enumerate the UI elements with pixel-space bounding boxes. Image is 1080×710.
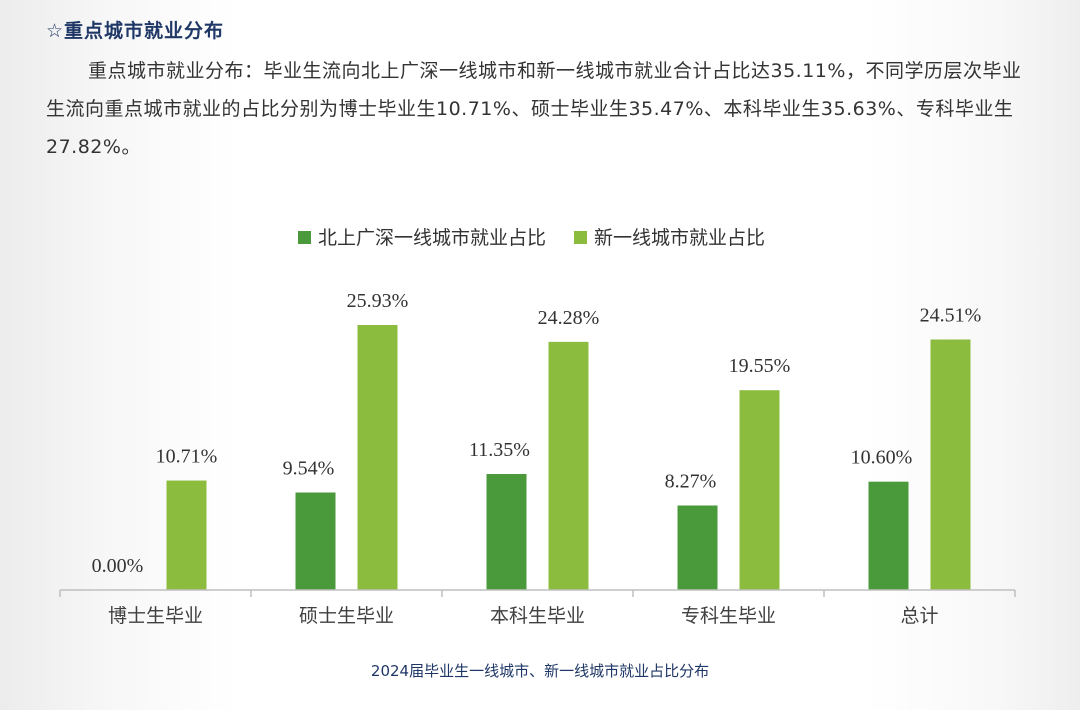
- x-axis-ticks: [59, 590, 1016, 597]
- bar-tier1-1: [295, 492, 336, 590]
- chart-caption: 2024届毕业生一线城市、新一线城市就业占比分布: [370, 662, 710, 680]
- bar-new-tier1-1: [357, 325, 398, 590]
- section-title: ☆重点城市就业分布: [46, 20, 225, 42]
- data-label: 24.51%: [920, 305, 982, 327]
- x-tick-label: 硕士生毕业: [299, 605, 394, 627]
- data-label: 19.55%: [729, 355, 791, 377]
- legend-swatch: [298, 231, 311, 244]
- x-tick-label: 专科生毕业: [681, 605, 776, 627]
- x-tick-label: 博士生毕业: [108, 605, 203, 627]
- bar-new-tier1-2: [548, 341, 589, 590]
- data-label: 25.93%: [347, 290, 409, 312]
- data-label: 9.54%: [283, 458, 335, 480]
- bar-new-tier1-4: [930, 339, 971, 590]
- legend-swatch: [574, 231, 587, 244]
- x-tick-label: 本科生毕业: [490, 605, 585, 627]
- bar-new-tier1-0: [166, 480, 207, 590]
- legend-label: 北上广深一线城市就业占比: [318, 227, 546, 249]
- x-axis-tick-labels: 博士生毕业 硕士生毕业 本科生毕业 专科生毕业 总计: [108, 605, 939, 627]
- data-label: 24.28%: [538, 307, 600, 329]
- chart-bars: [166, 325, 971, 590]
- bar-tier1-3: [677, 505, 718, 590]
- bar-tier1-4: [868, 481, 909, 590]
- x-tick-label: 总计: [900, 605, 938, 627]
- bar-tier1-2: [486, 474, 527, 590]
- chart-legend: 北上广深一线城市就业占比 新一线城市就业占比: [298, 227, 765, 249]
- chart-data-labels: 0.00% 10.71% 9.54% 25.93% 11.35% 24.28% 8.27% 1…: [92, 290, 982, 577]
- bar-new-tier1-3: [739, 390, 780, 590]
- data-label: 0.00%: [92, 555, 144, 577]
- data-label: 8.27%: [665, 470, 717, 492]
- data-label: 10.71%: [156, 446, 218, 468]
- data-label: 10.60%: [851, 447, 913, 469]
- data-label: 11.35%: [469, 439, 530, 461]
- summary-paragraph: 重点城市就业分布：毕业生流向北上广深一线城市和新一线城市就业合计占比达35.11…: [46, 60, 1022, 158]
- legend-label: 新一线城市就业占比: [594, 227, 765, 249]
